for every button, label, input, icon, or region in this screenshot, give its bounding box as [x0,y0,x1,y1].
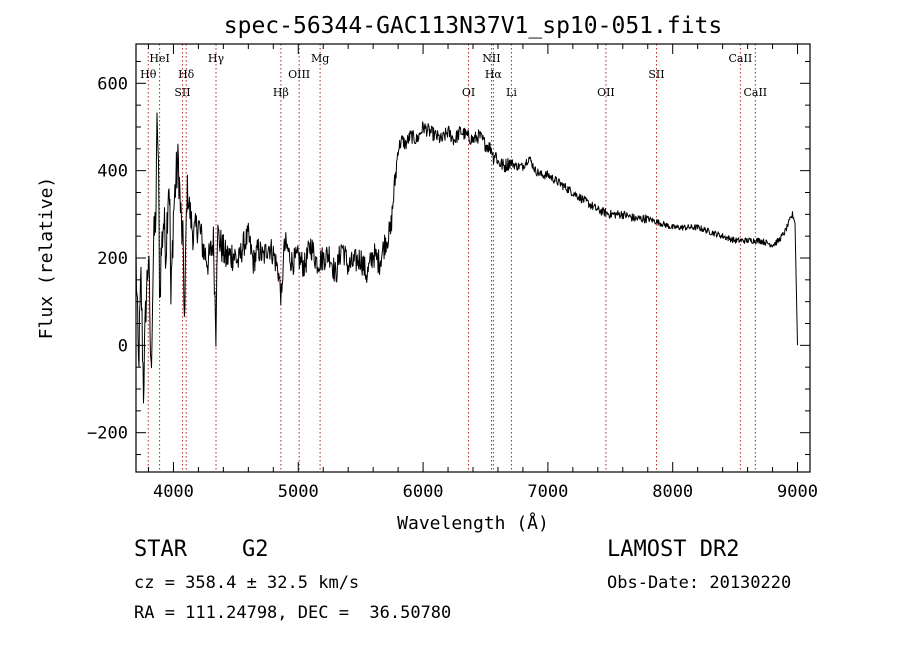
spectral-line-label: CaII [743,86,767,99]
spectral-line-label: Hθ [140,68,157,81]
spectral-line-label: NII [482,52,500,65]
x-tick-label: 5000 [278,482,319,502]
x-tick-label: 9000 [777,482,818,502]
observation-date: Obs-Date: 20130220 [607,573,792,593]
spectral-line-label: CaII [729,52,753,65]
spectral-line-label: HeI [149,52,169,65]
spectral-line-label: SII [648,68,664,81]
redshift-velocity: cz = 358.4 ± 32.5 km/s [134,573,360,593]
spectral-line-label: Hβ [273,86,289,99]
y-tick-label: 400 [97,162,128,182]
x-tick-label: 6000 [403,482,444,502]
y-tick-label: −200 [87,424,128,444]
spectral-line-label: SII [174,86,190,99]
coordinates: RA = 111.24798, DEC = 36.50780 [134,603,452,623]
x-tick-label: 4000 [153,482,194,502]
object-subclass: G2 [242,537,269,562]
object-class: STAR [134,537,187,562]
spectral-line-label: Hα [485,68,503,81]
spectral-line-label: Mg [311,52,329,65]
spectral-line-label: Hδ [178,68,195,81]
x-axis-label: Wavelength (Å) [397,512,549,534]
x-tick-label: 7000 [527,482,568,502]
spectrum-trace [135,112,798,404]
spectral-line-label: OIII [288,68,310,81]
y-tick-label: 0 [118,336,128,356]
spectral-line-label: Hγ [208,52,225,65]
y-tick-label: 600 [97,74,128,94]
spectral-line-label: Li [506,86,517,99]
chart-title: spec-56344-GAC113N37V1_sp10-051.fits [224,13,723,39]
x-tick-label: 8000 [652,482,693,502]
spectral-line-label: OII [597,86,615,99]
spectral-line-label: OI [462,86,475,99]
survey-name: LAMOST DR2 [607,537,740,562]
y-axis-label: Flux (relative) [36,177,57,340]
y-tick-label: 200 [97,249,128,269]
